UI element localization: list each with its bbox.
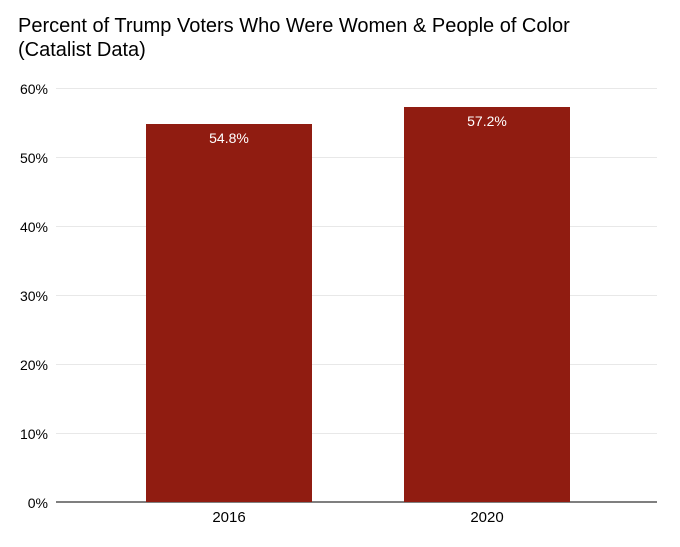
x-tick-label: 2020 xyxy=(470,509,504,526)
gridline xyxy=(56,157,657,158)
chart-title: Percent of Trump Voters Who Were Women &… xyxy=(18,14,570,62)
x-tick-label: 2016 xyxy=(212,509,246,526)
y-tick-label: 40% xyxy=(19,219,48,235)
bar-2020: 57.2% xyxy=(404,107,570,502)
bar-value-label: 54.8% xyxy=(209,130,249,146)
gridline xyxy=(56,88,657,89)
bar-value-label: 57.2% xyxy=(467,113,507,129)
gridline xyxy=(56,226,657,227)
y-tick-label: 10% xyxy=(19,426,48,442)
gridline xyxy=(56,295,657,296)
chart-title-line-2: (Catalist Data) xyxy=(18,39,146,61)
x-axis-line xyxy=(56,501,657,503)
bar-2016: 54.8% xyxy=(146,124,312,502)
y-tick-label: 60% xyxy=(19,81,48,97)
y-tick-label: 0% xyxy=(27,495,48,511)
chart-title-line-1: Percent of Trump Voters Who Were Women &… xyxy=(18,15,570,37)
y-tick-label: 30% xyxy=(19,288,48,304)
plot-area: 54.8% 57.2% xyxy=(56,88,657,503)
y-tick-label: 20% xyxy=(19,357,48,373)
gridline xyxy=(56,364,657,365)
gridline xyxy=(56,433,657,434)
y-tick-label: 50% xyxy=(19,150,48,166)
